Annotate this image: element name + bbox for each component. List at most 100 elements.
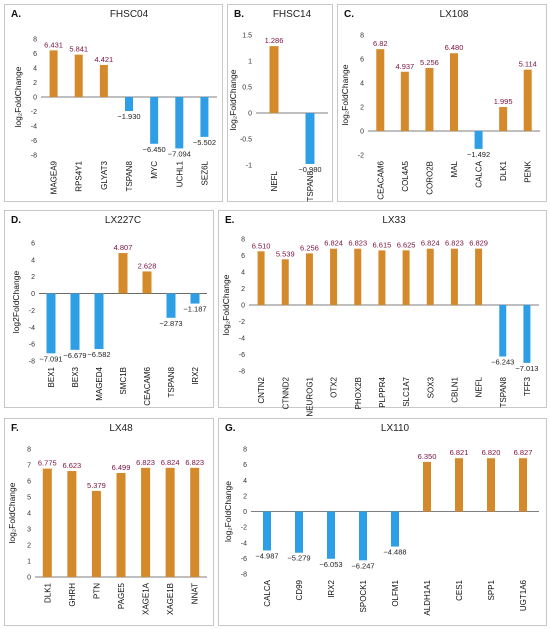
value-label: 6.824 <box>421 239 440 248</box>
category-label: SEZ6L <box>200 160 209 185</box>
value-label: 6.821 <box>450 448 469 457</box>
y-axis-label: log2FoldChange <box>11 271 21 334</box>
bar-spp1 <box>487 458 495 512</box>
bar-smc1b <box>118 253 128 294</box>
panel-b-fhsc14: B. FHSC14 1.5 1 0.5 0 -0.5 -1 log₂FoldChange 1.28… <box>227 4 333 202</box>
value-label: 6.623 <box>62 461 81 470</box>
y-tick-label: -8 <box>29 359 35 366</box>
bar-tspan8 <box>166 293 176 318</box>
category-label: TSPAN8 <box>499 376 508 407</box>
bar-bex1 <box>46 293 56 354</box>
category-label: CEACAM6 <box>376 160 385 199</box>
value-label: 6.431 <box>44 40 63 49</box>
value-label: 6.829 <box>469 239 488 248</box>
bar-mal <box>450 53 458 131</box>
value-label: 1.995 <box>494 97 513 106</box>
bar-xage1b <box>165 467 175 577</box>
category-label: RPS4Y1 <box>75 160 84 191</box>
bar-ugt1a6 <box>519 458 527 512</box>
y-tick-label: -2 <box>31 109 37 116</box>
value-label: −6.053 <box>319 560 342 569</box>
value-label: −0.980 <box>298 165 321 174</box>
y-tick-label: 4 <box>31 257 35 264</box>
y-tick-label: -0.5 <box>240 137 252 144</box>
value-label: 6.827 <box>514 448 533 457</box>
category-label: PHOX2B <box>354 377 363 409</box>
y-tick-label: -6 <box>239 352 245 359</box>
y-tick-label: 0 <box>360 129 364 136</box>
category-label: TSPAN8 <box>125 160 134 191</box>
value-label: 6.480 <box>445 43 464 52</box>
category-label: MAGED4 <box>95 366 104 400</box>
value-label: 6.824 <box>324 239 343 248</box>
category-label: XAGE1B <box>166 583 175 615</box>
category-label: CBLN1 <box>450 376 459 402</box>
bar-ghrh <box>67 471 77 577</box>
category-label: PLPPR4 <box>378 376 387 407</box>
y-tick-label: 0 <box>27 575 31 582</box>
chart-title: FHSC04 <box>110 9 149 20</box>
panel-d-lx227c: D. LX227C 6 4 2 0 -2 -4 -6 -8 log2FoldChange −7.091… <box>4 210 214 408</box>
value-label: 6.350 <box>418 452 437 461</box>
bar-penk <box>523 69 532 131</box>
value-label: 6.824 <box>161 458 180 467</box>
category-label: GLYAT3 <box>100 160 109 189</box>
value-label: 6.510 <box>252 241 271 250</box>
bar-page5 <box>116 473 126 577</box>
bar-neurog1 <box>305 253 313 305</box>
bar-phox2b <box>354 248 362 305</box>
category-label: UCHL1 <box>175 160 184 187</box>
category-label: CNTN2 <box>257 376 266 403</box>
category-label: MYC <box>150 161 159 179</box>
value-label: 2.628 <box>138 261 157 270</box>
category-label: OTX2 <box>330 376 339 397</box>
category-label: SPOCK1 <box>359 579 368 612</box>
category-label: PENK <box>524 160 533 182</box>
value-label: 6.823 <box>136 458 155 467</box>
y-tick-label: 1 <box>248 59 252 66</box>
y-tick-label: 6 <box>33 51 37 58</box>
value-label: −2.873 <box>159 319 182 328</box>
y-tick-label: 4 <box>360 81 364 88</box>
bar-nefl <box>269 46 279 113</box>
category-label: SOX3 <box>426 376 435 398</box>
chart-title: LX227C <box>105 215 141 226</box>
y-tick-label: 0 <box>248 111 252 118</box>
category-label: BEX3 <box>71 366 80 387</box>
value-label: 6.625 <box>397 240 416 249</box>
bar-ptn <box>91 490 101 577</box>
bar-ceacam6 <box>142 271 152 294</box>
category-label: MAL <box>450 160 459 177</box>
value-label: 6.820 <box>482 448 501 457</box>
y-axis-label: log₂FoldChange <box>223 481 233 542</box>
value-label: 6.615 <box>373 240 392 249</box>
value-label: −7.013 <box>515 364 538 373</box>
category-label: DLK1 <box>43 582 52 603</box>
y-tick-label: 4 <box>33 66 37 73</box>
category-label: UGT1A6 <box>519 579 528 611</box>
y-tick-label: -6 <box>31 138 37 145</box>
y-tick-label: -4 <box>31 124 37 131</box>
bar-tspan8 <box>305 113 315 164</box>
category-label: BEX1 <box>47 366 56 387</box>
y-tick-label: 1 <box>27 559 31 566</box>
value-label: 4.807 <box>114 243 133 252</box>
y-tick-label: 2 <box>360 105 364 112</box>
bar-ces1 <box>455 458 463 512</box>
y-axis-label: log₂FoldChange <box>228 69 238 130</box>
category-label: NEFL <box>475 376 484 397</box>
y-tick-label: 6 <box>31 241 35 248</box>
bar-irx2 <box>327 511 335 559</box>
y-tick-label: 4 <box>27 511 31 518</box>
chart-title: FHSC14 <box>273 9 312 20</box>
y-tick-label: 8 <box>243 447 247 454</box>
category-label: GHRH <box>68 583 77 607</box>
value-label: −4.987 <box>255 551 278 560</box>
category-label: COL4A5 <box>401 160 410 191</box>
bar-olfm1 <box>391 511 399 547</box>
category-label: PTN <box>92 583 101 599</box>
value-label: 5.379 <box>87 481 106 490</box>
category-label: SPP1 <box>487 579 496 600</box>
y-tick-label: 2 <box>31 274 35 281</box>
y-axis-label: log₂FoldChange <box>13 66 23 127</box>
